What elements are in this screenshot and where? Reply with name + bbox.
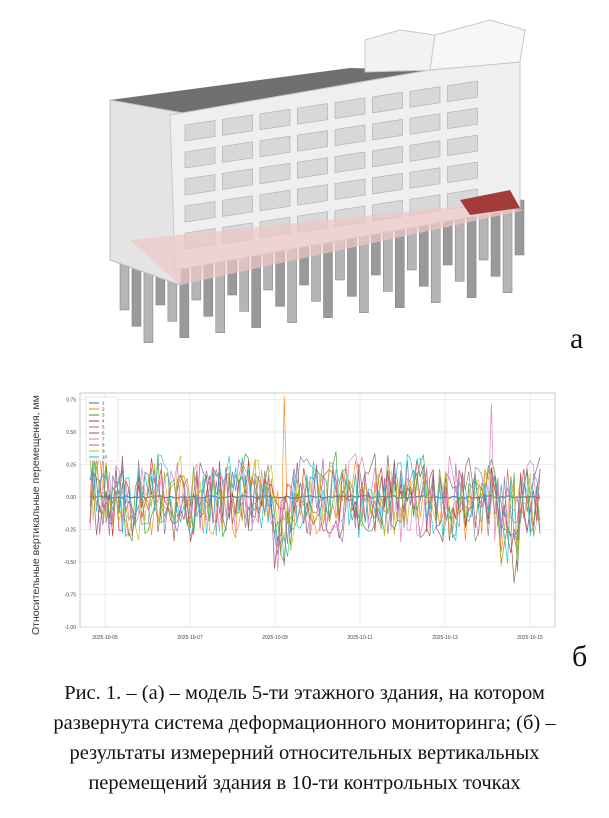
balcony bbox=[409, 167, 441, 189]
series-line-4 bbox=[89, 458, 541, 554]
balcony bbox=[447, 107, 478, 129]
x-tick-label: 2025-10-15 bbox=[517, 635, 543, 641]
legend-label: 3 bbox=[102, 413, 105, 418]
x-tick-label: 2025-10-09 bbox=[262, 635, 288, 641]
series-line-7 bbox=[89, 403, 541, 572]
pile bbox=[502, 201, 513, 293]
balcony bbox=[297, 103, 328, 125]
series-line-5 bbox=[89, 455, 541, 556]
balcony bbox=[222, 141, 253, 163]
balcony bbox=[334, 97, 366, 119]
x-tick-label: 2025-10-13 bbox=[432, 635, 458, 641]
legend-box bbox=[85, 396, 119, 462]
balcony bbox=[184, 174, 216, 196]
balcony bbox=[297, 130, 328, 152]
caption-line: развернута система деформационного монит… bbox=[53, 712, 556, 734]
balcony bbox=[409, 86, 441, 108]
x-tick-label: 2025-10-05 bbox=[92, 635, 118, 641]
balcony bbox=[184, 147, 216, 169]
balcony bbox=[447, 80, 478, 102]
series-line-9 bbox=[89, 451, 541, 567]
y-tick-label: -0.25 bbox=[65, 528, 77, 534]
legend-label: 10 bbox=[102, 455, 108, 460]
legend-label: 7 bbox=[102, 437, 105, 442]
figure-caption: Рис. 1. – (а) – модель 5-ти этажного зда… bbox=[0, 678, 609, 798]
balcony bbox=[372, 173, 403, 195]
y-tick-label: 0.75 bbox=[66, 398, 76, 404]
building-model-image bbox=[109, 19, 526, 343]
balcony bbox=[259, 162, 291, 185]
caption-line: перемещений здания в 10-ти контрольных т… bbox=[88, 772, 521, 794]
balcony bbox=[372, 146, 403, 168]
balcony bbox=[184, 201, 216, 223]
chart-series bbox=[89, 395, 541, 584]
balcony bbox=[259, 189, 291, 212]
tower-block bbox=[429, 19, 526, 71]
legend-label: 8 bbox=[102, 443, 105, 448]
legend-label: 6 bbox=[102, 431, 105, 436]
panel-a-label: а bbox=[570, 322, 584, 355]
balcony bbox=[334, 151, 366, 173]
balcony bbox=[259, 135, 291, 158]
stair-tower bbox=[364, 29, 436, 73]
balcony bbox=[447, 134, 478, 156]
balcony bbox=[259, 108, 291, 131]
series-line-10 bbox=[89, 453, 541, 564]
y-tick-label: -0.75 bbox=[65, 593, 77, 599]
y-tick-label: -1.00 bbox=[65, 625, 77, 631]
series-line-2 bbox=[89, 395, 541, 556]
y-tick-label: 0.25 bbox=[66, 463, 76, 469]
balcony bbox=[297, 184, 328, 206]
balcony bbox=[447, 161, 478, 183]
series-line-8 bbox=[89, 455, 541, 566]
x-tick-label: 2025-10-07 bbox=[177, 635, 203, 641]
legend-label: 2 bbox=[102, 407, 105, 412]
stair-canopy bbox=[460, 190, 520, 215]
balcony bbox=[372, 119, 403, 141]
y-tick-label: 0.00 bbox=[66, 495, 76, 501]
balcony bbox=[334, 124, 366, 146]
legend-label: 1 bbox=[102, 401, 105, 406]
y-tick-label: 0.50 bbox=[66, 430, 76, 436]
x-tick-labels: 2025-10-05 2025-10-07 2025-10-09 2025-10-11… bbox=[92, 635, 543, 641]
balcony bbox=[409, 140, 441, 162]
displacement-chart: 0.75 0.50 0.25 0.00 -0.25 -0.50 -0.75 -1.00 202… bbox=[30, 392, 556, 641]
caption-line: результаты измерерний относительных верт… bbox=[69, 742, 540, 764]
balcony bbox=[334, 178, 366, 200]
balcony bbox=[409, 113, 441, 135]
series-line-1 bbox=[89, 494, 541, 499]
y-axis-label: Относительные вертикальные перемещения, … bbox=[30, 395, 42, 635]
balcony bbox=[297, 157, 328, 179]
balcony bbox=[222, 195, 253, 217]
balcony bbox=[222, 114, 253, 136]
legend-label: 9 bbox=[102, 449, 105, 454]
y-tick-labels: 0.75 0.50 0.25 0.00 -0.25 -0.50 -0.75 -1.00 bbox=[65, 398, 77, 632]
panel-b-label: б bbox=[572, 640, 588, 673]
legend-label: 5 bbox=[102, 425, 105, 430]
y-tick-label: -0.50 bbox=[65, 560, 77, 566]
foundation-slab bbox=[130, 205, 525, 285]
balcony bbox=[184, 120, 216, 142]
legend-label: 4 bbox=[102, 419, 105, 424]
balcony bbox=[372, 92, 403, 114]
x-tick-label: 2025-10-11 bbox=[347, 635, 372, 641]
caption-line: Рис. 1. – (а) – модель 5-ти этажного зда… bbox=[64, 682, 545, 704]
roof bbox=[110, 68, 430, 115]
balcony bbox=[222, 168, 253, 190]
